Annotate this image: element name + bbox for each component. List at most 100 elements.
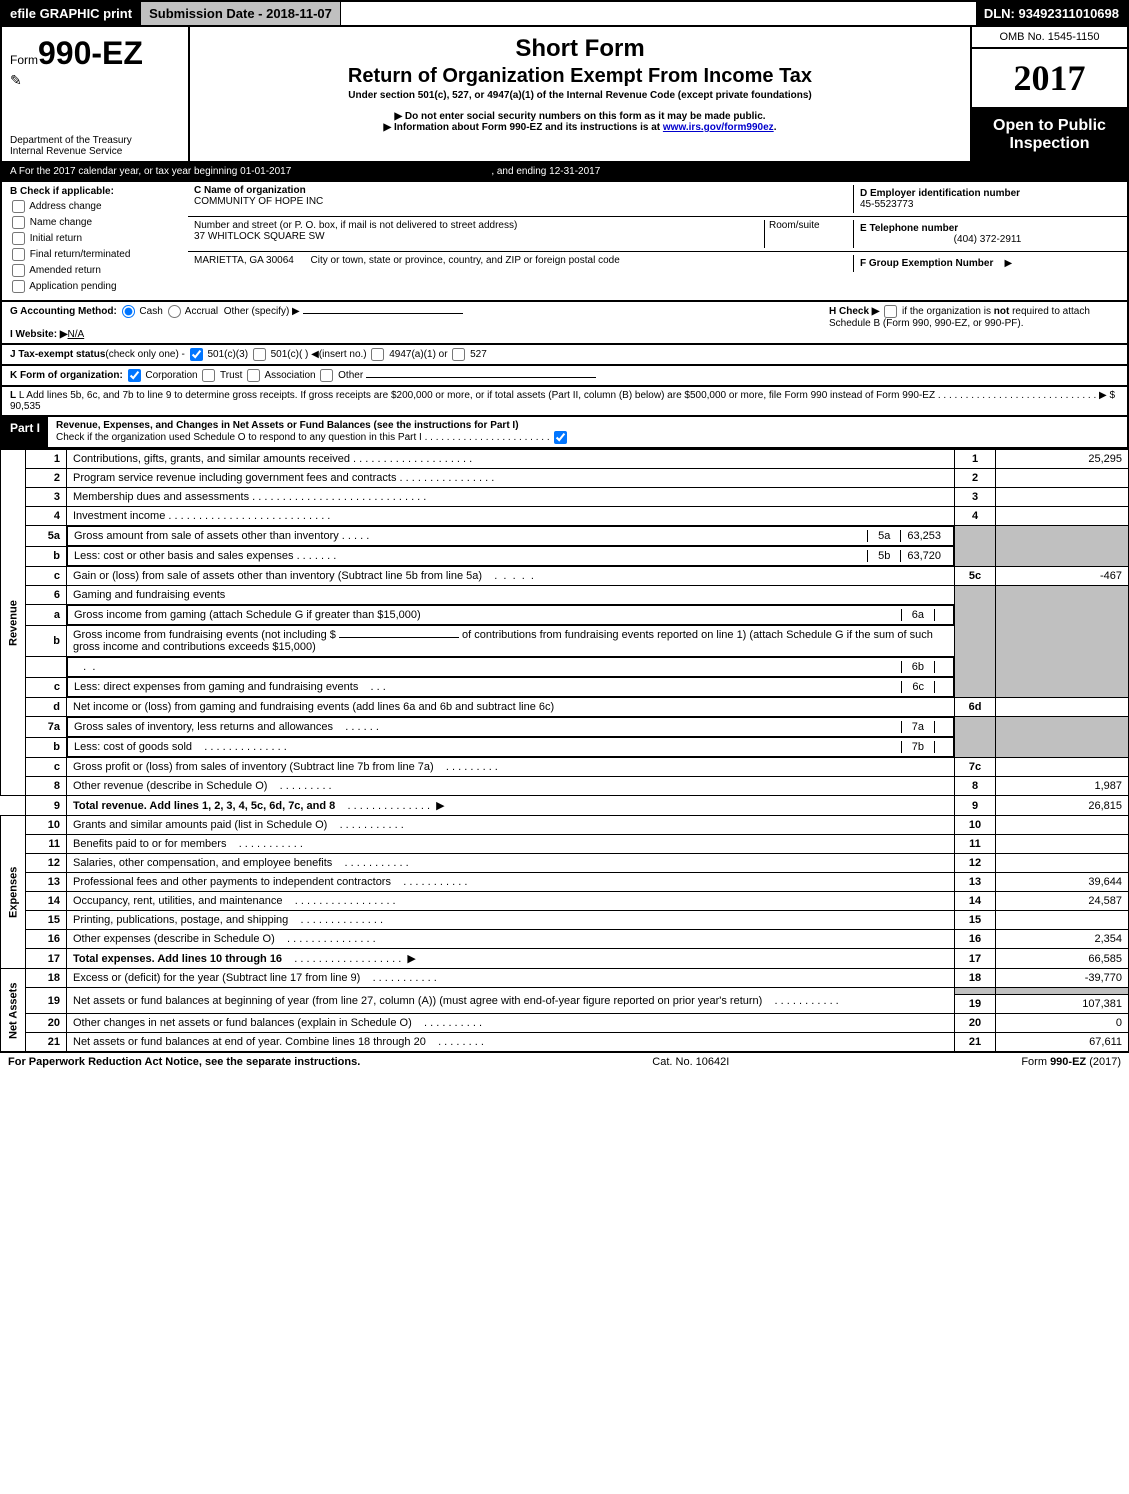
527-check[interactable] [452,348,465,361]
form-number: 990-EZ [38,35,143,71]
l-text: L Add lines 5b, 6c, and 7b to line 9 to … [19,390,935,401]
amended-return[interactable]: Amended return [10,264,180,277]
line-a-end: , and ending 12-31-2017 [491,166,600,177]
efile-label: efile GRAPHIC print [2,2,140,25]
final-return[interactable]: Final return/terminated [10,248,180,261]
4947-check[interactable] [371,348,384,361]
street: 37 WHITLOCK SQUARE SW [194,231,325,242]
form-id-block: Form990-EZ ✎ Department of the Treasury … [2,27,190,161]
instructions-link[interactable]: www.irs.gov/form990ez [663,122,774,133]
name-col: C Name of organization COMMUNITY OF HOPE… [188,182,1127,300]
amt-20: 0 [996,1014,1129,1033]
ein-label: D Employer identification number [860,188,1020,199]
part1-hdr: Part I Revenue, Expenses, and Changes in… [0,417,1129,449]
tel-value: (404) 372-2911 [860,234,1115,245]
title-block: Short Form Return of Organization Exempt… [190,27,972,161]
ein-row: D Employer identification number 45-5523… [853,185,1121,213]
tel-row: E Telephone number (404) 372-2911 [853,220,1121,248]
check-header: B Check if applicable: [10,186,114,197]
netassets-side: Net Assets [1,969,26,1052]
main-title: Return of Organization Exempt From Incom… [202,65,958,88]
website: N/A [68,329,85,340]
trust-check[interactable] [202,369,215,382]
street-row: Number and street (or P. O. box, if mail… [188,217,1127,252]
city-row: MARIETTA, GA 30064 City or town, state o… [188,252,1127,275]
501c-check[interactable] [253,348,266,361]
sub3-pre: ▶ Information about Form 990-EZ and its … [384,122,663,133]
amt-16: 2,354 [996,930,1129,949]
right-col: OMB No. 1545-1150 2017 Open to Public In… [972,27,1127,161]
name-change[interactable]: Name change [10,216,180,229]
amt-14: 24,587 [996,892,1129,911]
check-col: B Check if applicable: Address change Na… [2,182,188,300]
revenue-side: Revenue [1,450,26,796]
org-name: COMMUNITY OF HOPE INC [194,196,323,207]
grp-arrow: ▶ [1004,258,1012,269]
short-form: Short Form [202,35,958,63]
l-row: L L Add lines 5b, 6c, and 7b to line 9 t… [0,387,1129,417]
j-label: J Tax-exempt status [10,349,105,360]
street-label: Number and street (or P. O. box, if mail… [194,220,517,231]
j-row: J Tax-exempt status(check only one) - 50… [0,345,1129,366]
expenses-side: Expenses [1,816,26,969]
line-a: A For the 2017 calendar year, or tax yea… [0,163,1129,182]
corp-check[interactable] [128,369,141,382]
amt-17: 66,585 [996,949,1129,969]
h-check[interactable] [884,305,897,318]
city-label: City or town, state or province, country… [311,255,620,266]
k-label: K Form of organization: [10,370,123,381]
grp-row: F Group Exemption Number ▶ [853,255,1121,272]
scho-check[interactable] [554,431,567,444]
footer-left: For Paperwork Reduction Act Notice, see … [8,1056,360,1068]
omb: OMB No. 1545-1150 [972,27,1127,49]
amt-5a: 63,253 [901,530,947,542]
other-check[interactable] [320,369,333,382]
h-block: H Check ▶ if the organization is not req… [829,305,1119,340]
amt-8: 1,987 [996,777,1129,796]
amt-13: 39,644 [996,873,1129,892]
amt-1: 25,295 [996,450,1129,469]
part1-label: Part I [2,417,48,447]
k-row: K Form of organization: Corporation Trus… [0,366,1129,387]
name-label: C Name of organization [194,185,306,196]
amt-5b: 63,720 [901,550,947,562]
amt-21: 67,611 [996,1033,1129,1052]
i-label: I Website: ▶ [10,329,68,340]
part1-check: Check if the organization used Schedule … [56,432,422,443]
h-label: H Check ▶ [829,306,879,317]
application-pending[interactable]: Application pending [10,280,180,293]
name-row: C Name of organization COMMUNITY OF HOPE… [188,182,1127,217]
bc-row: B Check if applicable: Address change Na… [0,182,1129,302]
gh-row: G Accounting Method: Cash Accrual Other … [0,302,1129,345]
address-change[interactable]: Address change [10,200,180,213]
sub3: ▶ Information about Form 990-EZ and its … [202,122,958,133]
ein-value: 45-5523773 [860,199,913,210]
part1-title: Revenue, Expenses, and Changes in Net As… [56,420,519,431]
initial-return[interactable]: Initial return [10,232,180,245]
submission-date: Submission Date - 2018-11-07 [140,2,341,25]
footer: For Paperwork Reduction Act Notice, see … [0,1052,1129,1071]
sub1: Under section 501(c), 527, or 4947(a)(1)… [202,90,958,101]
room-label: Room/suite [764,220,853,248]
amt-5c: -467 [996,567,1129,586]
top-row: Form990-EZ ✎ Department of the Treasury … [0,25,1129,163]
amt-18: -39,770 [996,969,1129,988]
amt-19: 107,381 [996,995,1129,1014]
form-prefix: Form [10,53,38,67]
line-a-start: A For the 2017 calendar year, or tax yea… [10,166,291,177]
sub2: ▶ Do not enter social security numbers o… [202,111,958,122]
501c3-check[interactable] [190,348,203,361]
cash-radio[interactable] [122,305,135,318]
footer-mid: Cat. No. 10642I [652,1056,729,1068]
treasury: Department of the Treasury Internal Reve… [10,135,132,157]
tel-label: E Telephone number [860,223,958,234]
assoc-check[interactable] [247,369,260,382]
header-bar: efile GRAPHIC print Submission Date - 20… [0,0,1129,25]
city: MARIETTA, GA 30064 [194,255,294,266]
footer-right: Form 990-EZ (2017) [1021,1056,1121,1068]
tax-year: 2017 [972,49,1127,109]
sub3-post: . [774,122,777,133]
lines-table: Revenue 1Contributions, gifts, grants, a… [0,449,1129,1052]
g-label: G Accounting Method: [10,306,117,317]
accrual-radio[interactable] [168,305,181,318]
